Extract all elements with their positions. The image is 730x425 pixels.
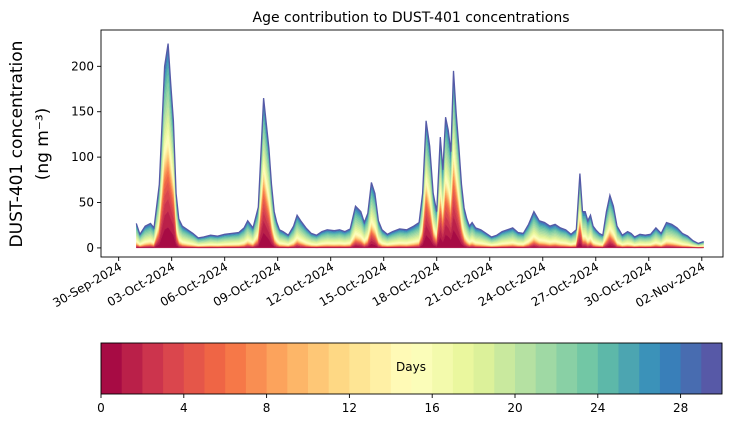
colorbar-bin-2 bbox=[142, 343, 164, 394]
colorbar-bin-28 bbox=[680, 343, 702, 394]
colorbar-bin-1 bbox=[121, 343, 143, 394]
colorbar-frame bbox=[100, 342, 723, 395]
colorbar-bin-17 bbox=[452, 343, 474, 394]
colorbar-bin-13 bbox=[370, 343, 392, 394]
colorbar-bin-20 bbox=[515, 343, 537, 394]
chart-title: Age contribution to DUST-401 concentrati… bbox=[253, 10, 570, 26]
y-tick-label: 200 bbox=[71, 59, 94, 73]
colorbar-tick-label: 16 bbox=[425, 401, 440, 415]
colorbar-bin-27 bbox=[659, 343, 681, 394]
plot-frame bbox=[100, 29, 724, 258]
colorbar-bin-23 bbox=[577, 343, 599, 394]
colorbar-bin-4 bbox=[183, 343, 205, 394]
colorbar-label: Days bbox=[396, 360, 426, 374]
colorbar-bin-15 bbox=[411, 343, 433, 394]
colorbar-tick-label: 12 bbox=[342, 401, 357, 415]
colorbar-bin-8 bbox=[266, 343, 288, 394]
colorbar-bin-18 bbox=[473, 343, 495, 394]
total-concentration-line bbox=[135, 43, 704, 245]
colorbar-bin-7 bbox=[245, 343, 267, 394]
y-tick-label: 50 bbox=[79, 196, 94, 210]
colorbar-bin-22 bbox=[556, 343, 578, 394]
colorbar-bin-12 bbox=[349, 343, 371, 394]
colorbar-tick-label: 0 bbox=[97, 401, 105, 415]
colorbar-bin-19 bbox=[494, 343, 516, 394]
colorbar-bin-0 bbox=[101, 343, 123, 394]
y-axis-label-line2: (ng m⁻³) bbox=[33, 108, 53, 181]
colorbar-bin-16 bbox=[432, 343, 454, 394]
colorbar-tick-label: 20 bbox=[507, 401, 522, 415]
colorbar bbox=[100, 342, 723, 395]
colorbar-tick-label: 24 bbox=[590, 401, 605, 415]
y-axis-label: DUST-401 concentration (ng m⁻³) bbox=[7, 41, 53, 248]
y-tick-label: 150 bbox=[71, 105, 94, 119]
colorbar-bin-5 bbox=[204, 343, 226, 394]
colorbar-tick-label: 4 bbox=[180, 401, 188, 415]
colorbar-tick-label: 28 bbox=[673, 401, 688, 415]
colorbar-tick-label: 8 bbox=[263, 401, 271, 415]
colorbar-bin-9 bbox=[287, 343, 309, 394]
y-tick-label: 100 bbox=[71, 150, 94, 164]
colorbar-bin-25 bbox=[618, 343, 640, 394]
colorbar-bin-14 bbox=[390, 343, 412, 394]
colorbar-bin-21 bbox=[535, 343, 557, 394]
colorbar-bin-24 bbox=[597, 343, 619, 394]
stacked-age-areas bbox=[135, 43, 704, 249]
colorbar-ticks: 0 4 8 12 16 20 24 28 bbox=[97, 394, 688, 415]
colorbar-bin-3 bbox=[163, 343, 185, 394]
y-tick-label: 0 bbox=[86, 241, 94, 255]
colorbar-bin-10 bbox=[308, 343, 330, 394]
colorbar-bin-29 bbox=[701, 343, 723, 394]
age-band-0 bbox=[136, 227, 704, 249]
colorbar-bin-26 bbox=[639, 343, 661, 394]
y-axis: 0 50 100 150 200 bbox=[71, 59, 101, 255]
y-axis-label-line1: DUST-401 concentration bbox=[7, 41, 27, 248]
colorbar-bin-11 bbox=[328, 343, 350, 394]
colorbar-bin-6 bbox=[225, 343, 247, 394]
x-axis: 30-Sep-202403-Oct-202406-Oct-202409-Oct-… bbox=[50, 257, 707, 310]
